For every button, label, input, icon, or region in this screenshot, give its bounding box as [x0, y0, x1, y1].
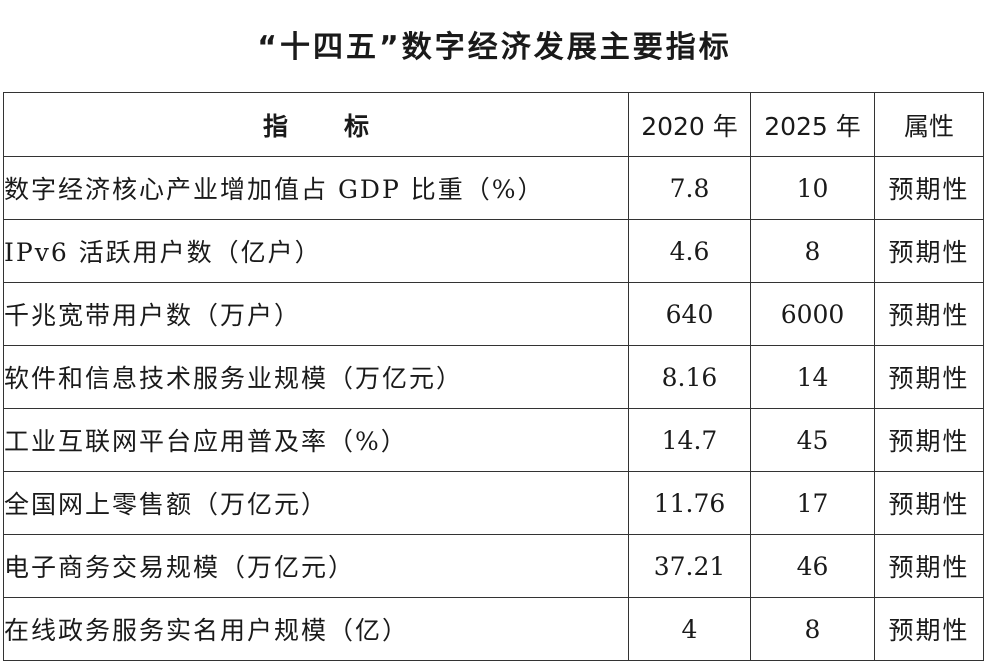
- indicator-name: 在线政务服务实名用户规模（亿）: [3, 597, 629, 661]
- indicator-name: 全国网上零售额（万亿元）: [3, 471, 629, 535]
- value-2025: 8: [750, 219, 875, 283]
- indicator-attribute: 预期性: [874, 282, 984, 346]
- indicator-name: 电子商务交易规模（万亿元）: [3, 534, 629, 598]
- value-2020: 4: [628, 597, 751, 661]
- indicator-name: IPv6 活跃用户数（亿户）: [3, 219, 629, 283]
- table-row: 软件和信息技术服务业规模（万亿元） 8.16 14 预期性: [3, 345, 984, 409]
- header-indicator-char2: 标: [344, 111, 370, 141]
- value-2020: 8.16: [628, 345, 751, 409]
- indicator-attribute: 预期性: [874, 408, 984, 472]
- value-2025: 14: [750, 345, 875, 409]
- table-row: 数字经济核心产业增加值占 GDP 比重（%） 7.8 10 预期性: [3, 156, 984, 220]
- indicator-attribute: 预期性: [874, 156, 984, 220]
- table-row: IPv6 活跃用户数（亿户） 4.6 8 预期性: [3, 219, 984, 283]
- indicator-name: 工业互联网平台应用普及率（%）: [3, 408, 629, 472]
- header-indicator-char1: 指: [262, 111, 288, 141]
- indicator-attribute: 预期性: [874, 219, 984, 283]
- table-row: 全国网上零售额（万亿元） 11.76 17 预期性: [3, 471, 984, 535]
- table-row: 在线政务服务实名用户规模（亿） 4 8 预期性: [3, 597, 984, 661]
- header-attribute: 属性: [874, 92, 984, 157]
- header-indicator: 指标: [3, 92, 629, 157]
- table-row: 工业互联网平台应用普及率（%） 14.7 45 预期性: [3, 408, 984, 472]
- indicator-attribute: 预期性: [874, 471, 984, 535]
- value-2020: 11.76: [628, 471, 751, 535]
- value-2025: 8: [750, 597, 875, 661]
- header-year-2020: 2020 年: [628, 92, 751, 157]
- header-year-2025: 2025 年: [750, 92, 875, 157]
- indicators-table: 指标 2020 年 2025 年 属性 数字经济核心产业增加值占 GDP 比重（…: [3, 92, 984, 661]
- value-2025: 46: [750, 534, 875, 598]
- indicator-name: 千兆宽带用户数（万户）: [3, 282, 629, 346]
- value-2020: 7.8: [628, 156, 751, 220]
- value-2020: 14.7: [628, 408, 751, 472]
- table-row: 电子商务交易规模（万亿元） 37.21 46 预期性: [3, 534, 984, 598]
- value-2020: 640: [628, 282, 751, 346]
- value-2020: 4.6: [628, 219, 751, 283]
- value-2020: 37.21: [628, 534, 751, 598]
- table-row: 千兆宽带用户数（万户） 640 6000 预期性: [3, 282, 984, 346]
- value-2025: 45: [750, 408, 875, 472]
- indicator-attribute: 预期性: [874, 597, 984, 661]
- indicator-name: 软件和信息技术服务业规模（万亿元）: [3, 345, 629, 409]
- table-header-row: 指标 2020 年 2025 年 属性: [3, 92, 984, 157]
- indicator-name: 数字经济核心产业增加值占 GDP 比重（%）: [3, 156, 629, 220]
- indicator-attribute: 预期性: [874, 345, 984, 409]
- page-title: “十四五”数字经济发展主要指标: [257, 30, 732, 65]
- indicator-attribute: 预期性: [874, 534, 984, 598]
- value-2025: 6000: [750, 282, 875, 346]
- value-2025: 17: [750, 471, 875, 535]
- value-2025: 10: [750, 156, 875, 220]
